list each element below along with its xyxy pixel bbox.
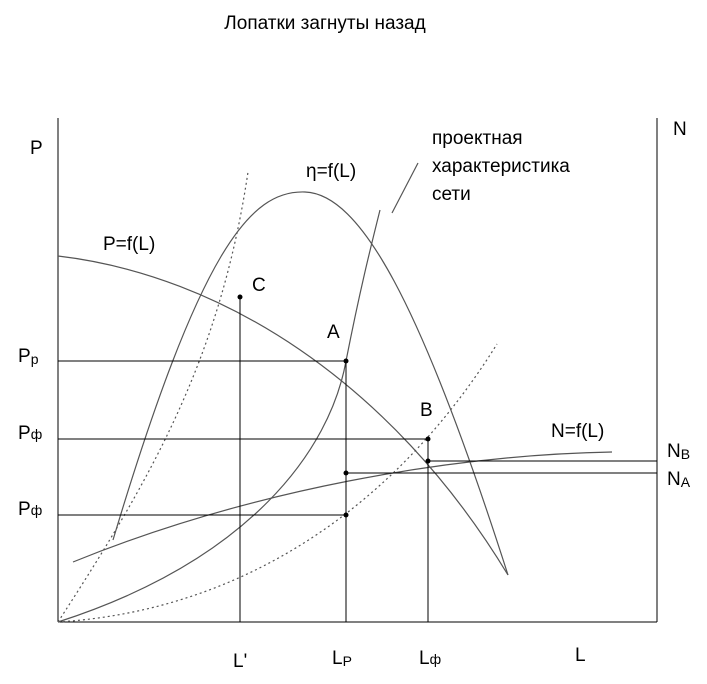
label-main: P (18, 423, 31, 444)
note: проектная (432, 128, 523, 149)
label-sub: р (31, 351, 39, 367)
label-sub: ф (31, 426, 43, 442)
label-main: P (18, 346, 31, 367)
point-label: B (420, 400, 433, 421)
level-label: Pф (18, 423, 42, 444)
curve-label: N=f(L) (551, 421, 604, 442)
label-sub: B (681, 446, 690, 462)
dot (343, 358, 349, 364)
label-sub: ф (31, 502, 43, 518)
label-sub: P (343, 653, 352, 669)
label-main: N (667, 441, 681, 462)
dot (425, 436, 431, 442)
point-label: C (252, 275, 266, 296)
power-curve (72, 451, 613, 563)
label-main: L' (233, 651, 247, 672)
dot (425, 458, 431, 464)
label-main: N (667, 469, 681, 490)
dot (237, 294, 243, 300)
axis-label: P (30, 138, 43, 159)
point-label: A (327, 322, 340, 343)
note: сети (432, 184, 471, 205)
note: характеристика (432, 156, 570, 177)
axis-label: N (673, 119, 687, 140)
efficiency-curve (112, 191, 509, 576)
pointer (391, 162, 419, 214)
axis-label: L (575, 645, 586, 666)
level-label: Pф (18, 499, 42, 520)
dotted-curve (57, 343, 498, 623)
level-label: NB (667, 441, 690, 462)
label-sub: ф (430, 651, 442, 667)
flow-label: LP (332, 648, 352, 669)
dots (237, 294, 431, 518)
level-label: NA (667, 469, 691, 490)
curve-label: P=f(L) (103, 234, 155, 255)
label-main: P (18, 499, 31, 520)
label-sub: A (681, 474, 691, 490)
level-label: Pр (18, 346, 39, 367)
dot (343, 512, 349, 518)
curve-label: η=f(L) (306, 161, 356, 182)
network-curve (57, 209, 381, 623)
title: Лопатки загнуты назад (224, 13, 425, 34)
flow-label: L' (233, 651, 247, 672)
label-main: L (419, 648, 430, 669)
label-main: L (332, 648, 343, 669)
flow-label: Lф (419, 648, 441, 669)
pressure-curve (57, 255, 509, 576)
dot (343, 470, 349, 476)
